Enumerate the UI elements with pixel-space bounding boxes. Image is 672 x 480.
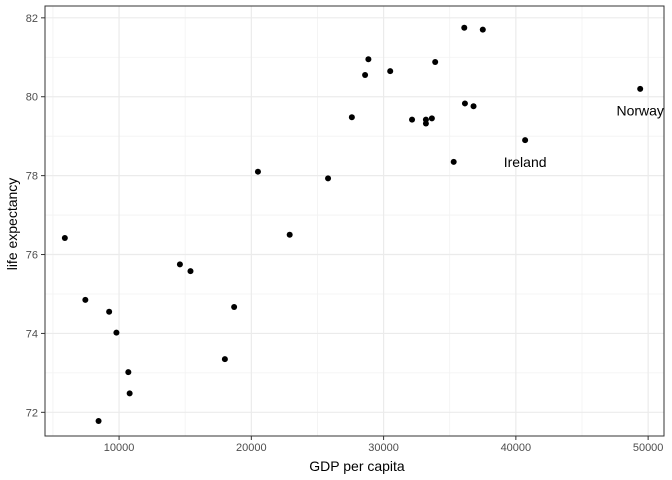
y-axis-ticks: 72 74 76 78 80 82 — [26, 13, 45, 419]
data-point — [479, 26, 486, 33]
y-tick-label: 76 — [26, 250, 38, 262]
data-point — [348, 114, 355, 121]
data-point — [254, 168, 261, 175]
annotation-norway: Norway — [616, 103, 663, 119]
y-tick-label: 82 — [26, 13, 38, 25]
data-point — [231, 304, 238, 310]
data-point — [221, 356, 228, 363]
data-point — [82, 296, 89, 303]
y-tick-label: 72 — [26, 407, 38, 419]
data-point — [362, 72, 369, 79]
data-point — [422, 120, 429, 127]
data-point — [432, 59, 439, 66]
x-axis-title: GDP per capita — [309, 458, 405, 474]
data-point — [325, 175, 332, 182]
minor-gridlines — [45, 6, 664, 436]
y-tick-label: 80 — [26, 92, 38, 104]
data-point — [461, 100, 468, 107]
data-point — [387, 68, 394, 75]
data-point — [61, 234, 68, 241]
data-point — [95, 418, 102, 425]
data-point — [470, 103, 477, 110]
x-tick-label: 40000 — [501, 442, 532, 454]
data-point — [428, 115, 435, 122]
x-tick-label: 20000 — [236, 442, 267, 454]
data-point — [126, 390, 133, 397]
data-point — [176, 261, 183, 268]
data-point — [106, 308, 113, 315]
data-point — [637, 85, 644, 92]
x-tick-label: 10000 — [104, 442, 135, 454]
data-point — [365, 56, 372, 63]
data-point — [113, 329, 120, 336]
x-tick-label: 30000 — [368, 442, 399, 454]
data-point — [450, 158, 457, 165]
x-tick-label: 50000 — [633, 442, 664, 454]
data-point — [409, 116, 416, 123]
data-points — [61, 24, 644, 425]
annotations: Norway Ireland — [504, 103, 664, 170]
data-point — [187, 268, 194, 275]
annotation-ireland: Ireland — [504, 154, 547, 170]
data-point — [286, 231, 293, 238]
y-tick-label: 74 — [26, 328, 38, 340]
y-tick-label: 78 — [26, 171, 38, 183]
data-point — [522, 137, 529, 144]
plot-panel-border — [44, 5, 665, 437]
x-axis-ticks: 10000 20000 30000 40000 50000 — [104, 436, 664, 454]
data-point — [125, 369, 132, 376]
data-point — [461, 24, 468, 31]
y-axis-title: life expectancy — [4, 178, 20, 271]
major-gridlines — [45, 6, 664, 436]
